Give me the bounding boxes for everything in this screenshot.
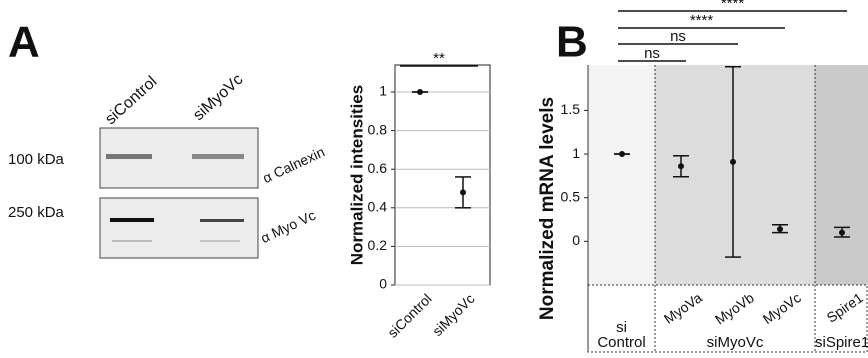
plot-frame — [395, 65, 490, 285]
x-tick-label: Spire1 — [824, 289, 867, 325]
y-tick-label: 1.5 — [561, 101, 581, 117]
significance-label: **** — [690, 12, 714, 29]
y-tick-label: 0.2 — [368, 237, 388, 253]
point — [417, 89, 423, 95]
size-label: 100 kDa — [8, 151, 65, 168]
x-tick-label: siMyoVc — [429, 290, 478, 339]
x-tick-label: MyoVc — [760, 289, 804, 327]
y-tick-label: 1 — [379, 83, 387, 99]
y-tick-label: 0.6 — [368, 160, 388, 176]
y-axis-label: Normalized mRNA levels — [537, 97, 558, 320]
significance-label: ns — [644, 45, 660, 62]
significance-label: **** — [721, 0, 745, 12]
panel-label: B — [556, 18, 588, 67]
group-label: si Control — [597, 320, 647, 350]
blot-band — [192, 154, 244, 159]
blot-band — [200, 219, 244, 222]
group-background — [815, 65, 868, 285]
point — [730, 159, 736, 165]
y-tick-label: 0.4 — [368, 199, 388, 215]
lane-label: siControl — [102, 73, 160, 128]
point — [678, 163, 684, 169]
blot-band — [112, 240, 152, 242]
y-tick-label: 1 — [572, 145, 580, 161]
blot-band — [110, 218, 154, 222]
group-background — [588, 65, 655, 285]
x-tick-label: MyoVa — [661, 289, 705, 327]
x-tick-label: MyoVb — [712, 289, 757, 327]
group-background — [655, 65, 815, 285]
y-tick-label: 0 — [572, 232, 580, 248]
blot-strip — [100, 198, 258, 258]
point — [460, 189, 466, 195]
x-tick-label: siControl — [384, 290, 434, 340]
panel-label: A — [8, 18, 40, 67]
figure: A B 100 kDa 250 kDa siControl siMyoVc α … — [0, 0, 868, 358]
y-axis-label: Normalized intensities — [347, 85, 366, 265]
blot-band — [106, 154, 152, 159]
antibody-label: α Calnexin — [260, 143, 327, 186]
point — [619, 151, 625, 157]
lane-label: siMyoVc — [190, 71, 246, 124]
antibody-label: α Myo Vc — [258, 207, 318, 246]
point — [777, 226, 783, 232]
group-label: siMyoVc — [655, 335, 815, 350]
y-tick-label: 0 — [379, 276, 387, 292]
figure-svg: A B 100 kDa 250 kDa siControl siMyoVc α … — [0, 0, 868, 358]
y-tick-label: 0.5 — [561, 188, 581, 204]
significance-label: ns — [670, 28, 686, 45]
y-tick-label: 0.8 — [368, 121, 388, 137]
significance-label: ** — [433, 50, 445, 67]
size-label: 250 kDa — [8, 204, 65, 221]
blot-band — [200, 240, 240, 242]
group-label: siSpire1 — [815, 335, 868, 350]
point — [839, 230, 845, 236]
